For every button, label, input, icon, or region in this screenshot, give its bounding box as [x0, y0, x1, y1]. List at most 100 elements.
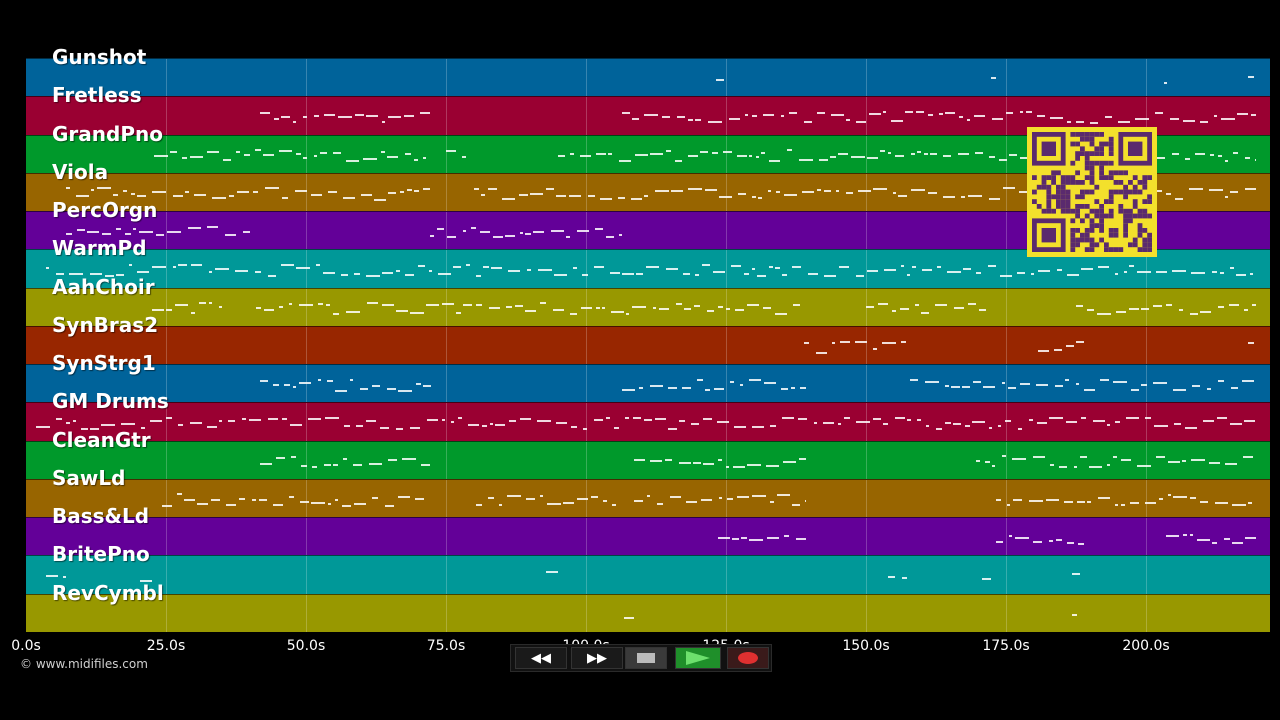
midi-note: [133, 227, 136, 230]
midi-note: [121, 422, 135, 425]
midi-note: [1081, 267, 1093, 270]
midi-note: [423, 188, 430, 191]
midi-note: [707, 310, 714, 313]
midi-note: [1115, 504, 1118, 507]
grid-line: [866, 250, 867, 288]
midi-note: [951, 385, 960, 388]
midi-note: [878, 302, 888, 305]
midi-note: [668, 427, 677, 430]
midi-note: [488, 497, 494, 500]
midi-note: [1244, 420, 1255, 423]
midi-note: [509, 420, 516, 423]
midi-note: [1215, 501, 1228, 504]
midi-note: [184, 498, 195, 501]
midi-note: [905, 111, 913, 114]
midi-note: [1067, 274, 1079, 277]
midi-note: [219, 420, 222, 423]
midi-note: [705, 188, 717, 191]
midi-note: [693, 461, 701, 464]
midi-note: [1185, 427, 1197, 430]
midi-note: [991, 77, 996, 80]
midi-note: [239, 498, 245, 501]
midi-note: [263, 154, 274, 157]
midi-note: [178, 263, 187, 266]
midi-note: [582, 273, 588, 276]
midi-note: [928, 191, 937, 194]
record-button[interactable]: [727, 647, 769, 669]
grid-line: [446, 250, 447, 288]
stop-button[interactable]: [625, 647, 667, 669]
midi-note: [318, 378, 321, 381]
midi-note: [738, 193, 746, 196]
midi-note: [255, 149, 261, 152]
midi-note: [194, 193, 206, 196]
midi-note: [633, 416, 641, 419]
midi-note: [1173, 496, 1187, 499]
grid-line: [446, 135, 447, 173]
midi-note: [265, 187, 279, 190]
midi-note: [360, 387, 368, 390]
rewind-button[interactable]: ◀◀: [515, 647, 567, 669]
midi-note: [188, 226, 201, 229]
midi-note: [675, 160, 682, 163]
midi-note: [752, 267, 755, 270]
midi-note: [650, 384, 663, 387]
midi-note: [1153, 382, 1167, 385]
midi-note: [618, 197, 625, 200]
play-button[interactable]: [675, 647, 721, 669]
midi-note: [396, 309, 408, 312]
midi-note: [207, 150, 219, 153]
midi-note: [366, 114, 378, 117]
grid-line: [726, 326, 727, 365]
midi-note: [242, 417, 246, 420]
midi-note: [236, 150, 240, 153]
midi-note: [622, 388, 635, 391]
midi-note: [723, 151, 732, 154]
midi-note: [1225, 160, 1228, 163]
midi-note: [316, 263, 320, 266]
midi-note: [596, 153, 606, 156]
midi-note: [824, 274, 836, 277]
midi-note: [1233, 151, 1238, 154]
midi-note: [1002, 455, 1006, 458]
midi-note: [538, 269, 552, 272]
midi-note: [515, 305, 523, 308]
midi-note: [229, 194, 234, 197]
track-notes: [26, 480, 1270, 517]
midi-note: [300, 500, 309, 503]
midi-note: [374, 198, 386, 201]
midi-note: [1067, 542, 1074, 545]
track-notes: [26, 442, 1270, 479]
grid-line: [446, 403, 447, 441]
grid-line: [166, 479, 167, 518]
grid-line: [1006, 326, 1007, 365]
midi-note: [716, 78, 724, 81]
midi-note: [776, 190, 780, 193]
midi-note: [273, 504, 283, 507]
midi-note: [666, 268, 678, 271]
midi-note: [1087, 501, 1091, 504]
midi-note: [873, 188, 887, 191]
grid-line: [586, 97, 587, 135]
midi-note: [1218, 306, 1224, 309]
midi-note: [979, 308, 986, 311]
midi-note: [671, 190, 683, 193]
grid-line: [1146, 518, 1147, 556]
fast-forward-button[interactable]: ▶▶: [571, 647, 623, 669]
grid-line: [1146, 59, 1147, 97]
midi-note: [808, 272, 818, 275]
grid-line: [866, 212, 867, 250]
midi-note: [719, 196, 732, 199]
midi-note: [173, 195, 183, 198]
grid-line: [446, 173, 447, 212]
midi-note: [1037, 114, 1045, 117]
midi-note: [1191, 272, 1205, 275]
midi-note: [777, 494, 790, 497]
track-notes: [26, 212, 1270, 249]
midi-note: [427, 419, 438, 422]
midi-note: [622, 111, 630, 114]
midi-note: [366, 419, 376, 422]
midi-note: [688, 155, 698, 158]
midi-note: [832, 341, 835, 344]
midi-note: [745, 114, 748, 117]
